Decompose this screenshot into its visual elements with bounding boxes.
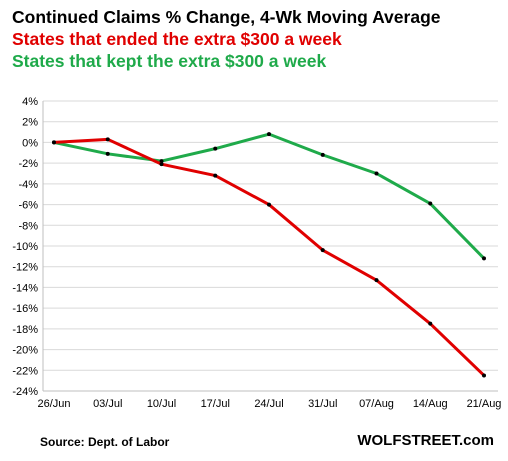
y-tick-label: 4% xyxy=(22,96,38,108)
data-point xyxy=(428,321,433,326)
grid-lines xyxy=(43,100,498,392)
brand-label: WOLFSTREET.com xyxy=(357,432,494,449)
data-point xyxy=(52,140,56,145)
axes xyxy=(42,101,498,392)
x-tick-label: 17/Jul xyxy=(201,398,230,410)
y-tick-label: -8% xyxy=(18,220,38,232)
y-tick-label: -24% xyxy=(12,386,38,398)
data-point xyxy=(482,373,486,378)
y-tick-label: -18% xyxy=(12,324,38,336)
title-block: Continued Claims % Change, 4-Wk Moving A… xyxy=(12,6,441,72)
x-tick-label: 14/Aug xyxy=(413,398,448,410)
x-tick-labels: 26/Jun 03/Jul 10/Jul 17/Jul 24/Jul 31/Jul 07/A… xyxy=(37,398,501,410)
y-tick-label: -6% xyxy=(18,200,38,212)
x-tick-label: 03/Jul xyxy=(93,398,122,410)
x-tick-label: 26/Jun xyxy=(37,398,70,410)
y-tick-label: 2% xyxy=(22,117,38,129)
x-tick-label: 31/Jul xyxy=(308,398,337,410)
data-point xyxy=(482,256,486,261)
data-point xyxy=(159,162,164,167)
data-point xyxy=(428,201,433,206)
y-tick-label: -4% xyxy=(18,179,38,191)
y-tick-label: -2% xyxy=(18,158,38,170)
series-lines xyxy=(52,132,486,378)
data-point xyxy=(105,137,110,142)
data-point xyxy=(105,151,110,156)
y-tick-label: -22% xyxy=(12,365,38,377)
y-tick-label: -16% xyxy=(12,303,38,315)
data-point xyxy=(213,173,218,178)
data-point xyxy=(374,171,379,176)
data-point xyxy=(320,152,325,157)
series-line-1 xyxy=(52,132,486,260)
data-point xyxy=(320,248,325,253)
y-tick-label: 0% xyxy=(22,137,38,149)
data-point xyxy=(213,146,218,151)
x-tick-label: 21/Aug xyxy=(467,398,502,410)
y-tick-label: -10% xyxy=(12,241,38,253)
x-tick-label: 24/Jul xyxy=(254,398,283,410)
x-tick-label: 10/Jul xyxy=(147,398,176,410)
y-tick-label: -12% xyxy=(12,262,38,274)
legend-kept: States that kept the extra $300 a week xyxy=(12,51,327,71)
y-tick-label: -20% xyxy=(12,345,38,357)
data-point xyxy=(267,132,271,137)
x-tick-label: 07/Aug xyxy=(359,398,394,410)
chart-title: Continued Claims % Change, 4-Wk Moving A… xyxy=(12,7,441,27)
data-point xyxy=(267,202,271,207)
y-tick-label: -14% xyxy=(12,282,38,294)
series-line-0 xyxy=(52,137,486,377)
legend-ended: States that ended the extra $300 a week xyxy=(12,29,342,49)
y-tick-labels: 4% 2% 0% -2% -4% -6% -8% -10% -12% -14% -16% -18% -2… xyxy=(12,96,38,398)
source-note: Source: Dept. of Labor xyxy=(40,435,170,449)
data-point xyxy=(374,278,379,283)
